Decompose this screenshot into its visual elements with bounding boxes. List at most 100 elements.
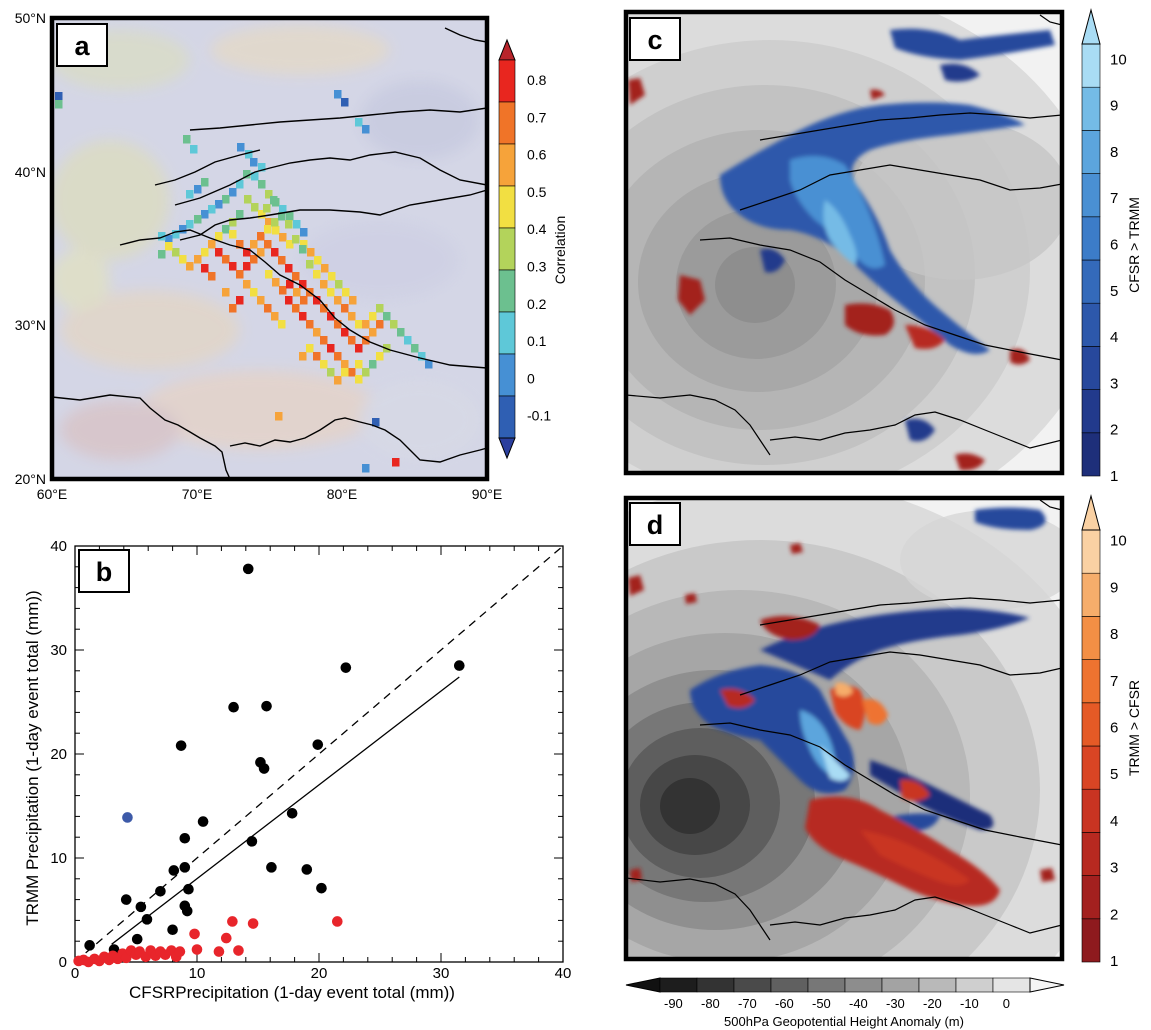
colorbar-tick-label: 0.6 bbox=[527, 147, 547, 163]
correlation-cell bbox=[348, 336, 356, 345]
panel-c-height-anomaly bbox=[626, 12, 1062, 473]
correlation-cell bbox=[194, 215, 202, 224]
panel-a-coastlines bbox=[52, 27, 487, 479]
colorbar-tick-label: 9 bbox=[1110, 98, 1118, 115]
colorbar-tick-label: 9 bbox=[1110, 579, 1118, 596]
colorbar-extend-max bbox=[1081, 8, 1101, 45]
correlation-cell bbox=[265, 190, 273, 199]
correlation-cell bbox=[201, 248, 209, 257]
correlation-cell bbox=[327, 344, 335, 353]
scatter-point bbox=[340, 662, 352, 673]
colorbar-segment bbox=[770, 977, 809, 993]
scatter-point bbox=[233, 945, 244, 956]
correlation-cell bbox=[306, 320, 314, 329]
correlation-cell bbox=[279, 205, 287, 214]
lon-tick-label: 60°E bbox=[37, 486, 68, 502]
correlation-cell bbox=[372, 418, 380, 427]
colorbar-segment bbox=[1081, 529, 1101, 574]
colorbar-tick-label: -90 bbox=[664, 996, 683, 1011]
correlation-cell bbox=[208, 205, 216, 214]
correlation-cell bbox=[355, 375, 363, 384]
colorbar-tick-label: 0.5 bbox=[527, 184, 547, 200]
y-tick-label: 0 bbox=[59, 954, 67, 971]
scatter-point bbox=[189, 928, 200, 940]
correlation-cell bbox=[355, 118, 363, 127]
correlation-cell bbox=[208, 272, 216, 281]
correlation-cell bbox=[272, 226, 280, 235]
correlation-cell bbox=[190, 145, 198, 154]
colorbar-extend-max bbox=[1081, 494, 1101, 531]
correlation-cell bbox=[348, 312, 356, 321]
correlation-cell bbox=[250, 158, 258, 167]
panel-a-map: a 50°N40°N30°N20°N 60°E 70°E 80°E 90°E 0.80… bbox=[15, 10, 568, 502]
scatter-point bbox=[183, 883, 194, 895]
x-tick-label: 10 bbox=[189, 965, 206, 982]
panel-a-colorbar-title: Correlation bbox=[552, 216, 568, 284]
panel-c-precip-difference bbox=[628, 28, 1055, 471]
colorbar-segment bbox=[498, 227, 516, 271]
correlation-cell bbox=[165, 235, 173, 244]
colorbar-tick-label: -50 bbox=[812, 996, 831, 1011]
correlation-cell bbox=[229, 262, 237, 271]
colorbar-tick-label: 7 bbox=[1110, 190, 1118, 207]
scatter-point bbox=[191, 944, 203, 955]
correlation-cell bbox=[390, 320, 398, 329]
correlation-cell bbox=[376, 320, 384, 329]
colorbar-tick-label: 5 bbox=[1110, 283, 1118, 300]
colorbar-tick-label: 10 bbox=[1110, 533, 1127, 550]
correlation-cell bbox=[299, 280, 307, 289]
panel-c-colorbar: 1 2 3 4 5 6 7 8 9 10 bbox=[1081, 8, 1127, 485]
correlation-cell bbox=[186, 190, 194, 199]
correlation-cell bbox=[369, 360, 377, 369]
colorbar-tick-label: -10 bbox=[960, 996, 979, 1011]
x-tick-label: 40 bbox=[555, 965, 572, 982]
correlation-cell bbox=[257, 232, 265, 241]
correlation-cell bbox=[292, 235, 300, 244]
correlation-cell bbox=[299, 245, 307, 254]
correlation-cell bbox=[183, 135, 191, 144]
correlation-cell bbox=[215, 200, 223, 209]
colorbar-tick-label: 1 bbox=[1110, 468, 1118, 485]
colorbar-tick-label: 8 bbox=[1110, 626, 1118, 643]
colorbar-segment bbox=[498, 269, 516, 313]
height-anomaly-colorbar-title: 500hPa Geopotential Height Anomaly (m) bbox=[724, 1014, 964, 1029]
scatter-point bbox=[312, 739, 324, 750]
colorbar-tick-label: -80 bbox=[701, 996, 720, 1011]
colorbar-tick-label: -70 bbox=[738, 996, 757, 1011]
panel-a-label: a bbox=[74, 31, 90, 61]
correlation-cell bbox=[355, 344, 363, 353]
colorbar-tick-label: 2 bbox=[1110, 906, 1118, 923]
panel-d-label: d bbox=[647, 510, 664, 540]
x-tick-label: 30 bbox=[433, 965, 450, 982]
scatter-point bbox=[227, 916, 238, 927]
panel-d-frame bbox=[623, 495, 1065, 962]
panel-a-lat-ticks: 50°N 40°N 30°N 20°N bbox=[15, 10, 46, 487]
colorbar-segment bbox=[498, 143, 516, 187]
correlation-cell bbox=[335, 280, 343, 289]
correlation-cell bbox=[236, 270, 244, 279]
colorbar-segment bbox=[955, 977, 994, 993]
scatter-point bbox=[179, 862, 191, 873]
colorbar-segment bbox=[807, 977, 846, 993]
colorbar-segment bbox=[1081, 745, 1101, 790]
colorbar-tick-label: -20 bbox=[923, 996, 942, 1011]
colorbar-segment bbox=[1081, 216, 1101, 261]
correlation-cell bbox=[265, 218, 273, 227]
correlation-cell bbox=[158, 232, 166, 241]
scatter-point bbox=[316, 882, 327, 894]
correlation-cell bbox=[334, 352, 342, 361]
correlation-cell bbox=[320, 360, 328, 369]
panel-c-coastlines bbox=[626, 14, 1062, 456]
correlation-cell bbox=[158, 250, 166, 259]
scatter-point bbox=[454, 660, 465, 671]
colorbar-tick-label: 3 bbox=[1110, 375, 1118, 392]
scatter-point bbox=[246, 836, 258, 847]
correlation-cell bbox=[236, 180, 244, 189]
correlation-cell bbox=[222, 255, 230, 264]
correlation-cell bbox=[194, 185, 202, 194]
correlation-cell bbox=[320, 280, 328, 289]
correlation-cell bbox=[236, 240, 244, 249]
correlation-cell bbox=[250, 240, 258, 249]
panel-a-colorbar: 0.8 0.7 0.6 0.5 0.4 0.3 0.2 0.1 0 -0.1 bbox=[498, 38, 551, 460]
